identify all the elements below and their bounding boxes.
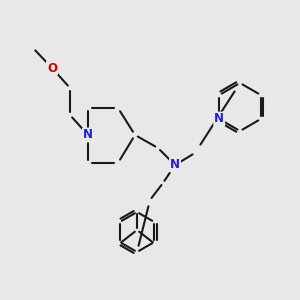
Text: N: N: [170, 158, 180, 172]
Text: N: N: [83, 128, 93, 142]
Text: N: N: [214, 112, 224, 125]
Text: O: O: [47, 61, 57, 74]
